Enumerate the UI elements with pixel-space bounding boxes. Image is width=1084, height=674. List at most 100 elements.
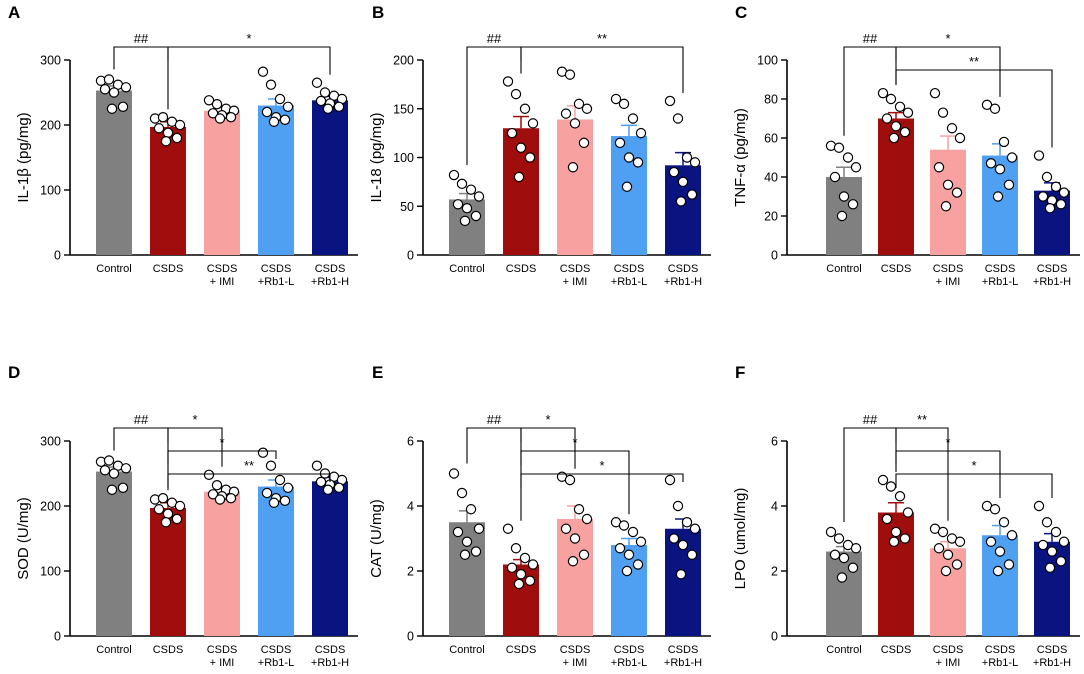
data-point xyxy=(833,142,845,153)
significance-bracket xyxy=(895,46,1001,97)
significance-label: * xyxy=(545,412,550,427)
data-point xyxy=(1041,517,1053,528)
data-point xyxy=(108,87,120,98)
data-point xyxy=(567,556,579,567)
panel-label: B xyxy=(372,3,384,22)
data-point xyxy=(877,87,889,99)
x-tick-label: + IMI xyxy=(936,276,961,288)
x-tick-label: CSDS xyxy=(207,644,238,656)
data-point xyxy=(473,523,485,534)
panel-label: C xyxy=(735,3,747,22)
data-point xyxy=(448,169,460,181)
data-point xyxy=(885,481,897,492)
data-point xyxy=(99,465,111,476)
y-tick-label: 300 xyxy=(40,435,61,449)
y-tick-label: 50 xyxy=(400,200,414,214)
bar xyxy=(258,486,294,636)
significance-label: * xyxy=(971,458,976,473)
bar xyxy=(611,545,647,636)
data-point xyxy=(162,127,174,138)
data-point xyxy=(954,536,966,547)
data-point xyxy=(103,455,115,466)
y-tick-label: 4 xyxy=(771,500,778,514)
x-tick-label: Control xyxy=(449,644,484,656)
y-axis-label: CAT (U/mg) xyxy=(368,499,385,578)
data-point xyxy=(664,95,676,107)
data-point xyxy=(527,118,539,129)
data-point xyxy=(888,132,900,144)
data-point xyxy=(459,215,471,227)
data-point xyxy=(677,539,689,551)
data-point xyxy=(1050,526,1062,538)
data-point xyxy=(560,108,572,119)
data-point xyxy=(899,533,911,544)
data-point xyxy=(998,517,1010,528)
bar xyxy=(312,481,348,636)
data-point xyxy=(836,210,848,222)
significance-label: * xyxy=(219,435,224,450)
data-point xyxy=(838,191,850,202)
data-point xyxy=(315,476,327,488)
data-point xyxy=(470,210,482,222)
data-point xyxy=(157,111,169,123)
data-point xyxy=(623,549,635,560)
data-point xyxy=(456,178,468,190)
x-tick-label: CSDS xyxy=(985,644,1016,656)
data-point xyxy=(311,460,323,471)
significance-label: ** xyxy=(969,54,979,69)
y-tick-label: 40 xyxy=(764,171,778,185)
x-tick-label: +Rb1-H xyxy=(311,657,349,669)
data-point xyxy=(618,520,630,531)
data-point xyxy=(203,469,215,480)
data-point xyxy=(627,526,639,538)
data-point xyxy=(452,526,464,538)
data-point xyxy=(225,111,237,123)
data-point xyxy=(564,69,576,80)
data-point xyxy=(461,536,473,547)
data-point xyxy=(954,132,966,144)
significance-bracket xyxy=(167,473,331,488)
x-tick-label: +Rb1-L xyxy=(611,657,647,669)
x-tick-label: +Rb1-L xyxy=(982,276,1018,288)
data-point xyxy=(274,93,286,105)
data-point xyxy=(473,191,485,202)
y-tick-label: 100 xyxy=(40,565,61,579)
data-point xyxy=(106,103,118,114)
x-tick-label: CSDS xyxy=(560,263,591,275)
significance-label: * xyxy=(945,31,950,46)
data-point xyxy=(850,543,862,554)
data-point xyxy=(211,98,223,110)
data-point xyxy=(279,495,291,506)
data-point xyxy=(448,468,460,479)
data-point xyxy=(519,552,531,564)
data-point xyxy=(885,93,897,105)
significance-bracket xyxy=(843,427,897,522)
data-point xyxy=(117,101,129,113)
y-tick-label: 200 xyxy=(40,119,61,133)
x-tick-label: + IMI xyxy=(563,276,588,288)
significance-label: ## xyxy=(134,412,149,427)
data-point xyxy=(847,562,859,573)
data-point xyxy=(985,158,997,169)
data-point xyxy=(994,163,1006,175)
x-tick-label: CSDS xyxy=(261,263,292,275)
data-point xyxy=(894,491,906,502)
data-point xyxy=(890,121,902,132)
panel-label: F xyxy=(735,363,745,382)
data-point xyxy=(689,523,701,534)
data-point xyxy=(998,136,1010,148)
data-point xyxy=(842,152,854,163)
data-point xyxy=(942,179,954,190)
data-point xyxy=(614,137,626,149)
x-tick-label: CSDS xyxy=(506,644,537,656)
x-tick-label: Control xyxy=(826,644,861,656)
data-point xyxy=(513,171,525,183)
data-point xyxy=(1033,500,1045,512)
data-point xyxy=(632,559,644,570)
data-point xyxy=(985,536,997,547)
x-tick-label: CSDS xyxy=(933,644,964,656)
y-axis-label: IL-18 (pg/mg) xyxy=(368,112,385,202)
data-point xyxy=(268,497,280,508)
data-point xyxy=(515,142,527,153)
